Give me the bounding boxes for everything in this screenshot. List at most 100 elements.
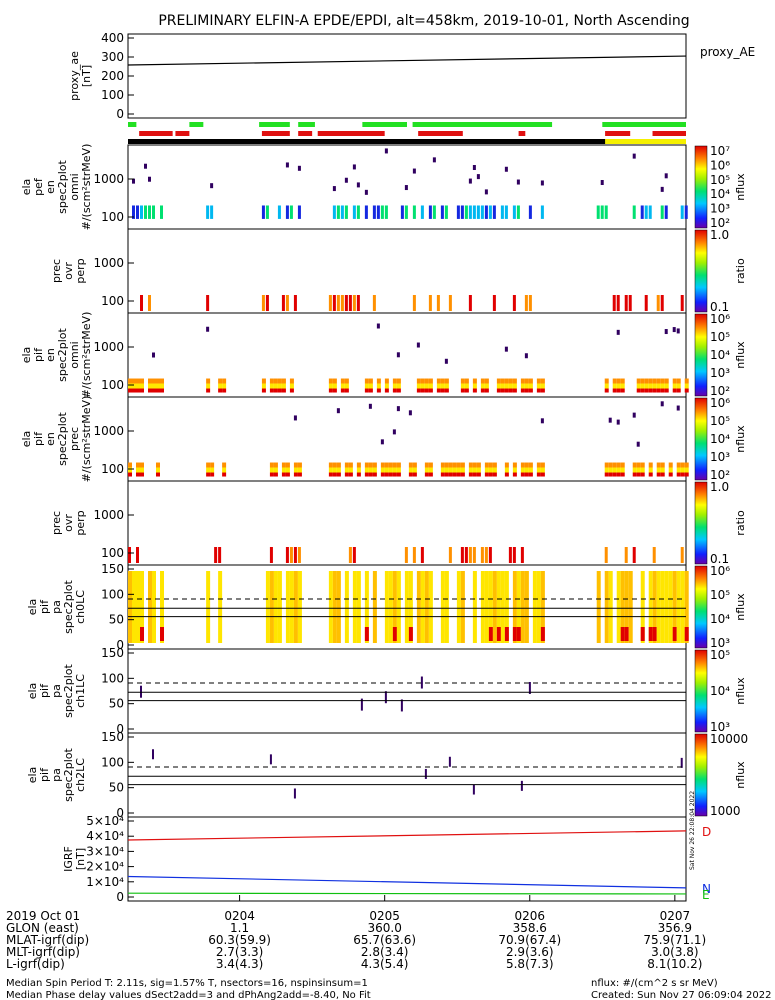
heatmap-cell [140,378,144,384]
colorbar-label: nflux [734,593,747,621]
heatmap-cell [636,383,641,389]
heatmap-cell [536,378,541,384]
heatmap-cell [632,547,636,563]
y-tick-label: 100 [101,210,124,224]
heatmap-cell [273,388,278,393]
heatmap-cell [660,378,665,384]
heatmap-cell [128,388,132,393]
heatmap-cell [500,205,504,219]
y-tick-label: 4×10⁴ [86,829,124,843]
heatmap-cell [273,383,278,389]
panel-proxy_ae: 400 300 200 100 0 proxy_ae [nT] proxy_AE [68,31,755,121]
x-row-value: 358.6 [513,921,547,935]
colorbar-label: nflux [734,677,747,705]
heatmap-cell [672,378,677,384]
heatmap-cell [269,547,273,563]
heatmap-cell [420,571,425,643]
heatmap-cell [668,571,673,643]
heatmap-cell [273,472,278,477]
heatmap-cell [636,462,641,468]
heatmap-cell [492,472,497,477]
heatmap-cell [516,205,520,219]
x-row-value: 0206 [514,909,545,923]
heatmap-cell [520,462,525,468]
heatmap-cell [516,179,520,185]
status-segment-red [418,131,463,136]
heatmap-cell [644,383,649,389]
heatmap-cell [408,571,413,643]
heatmap-cell [484,571,489,643]
x-row-value: 65.7(63.6) [353,933,416,947]
heatmap-cell [648,571,653,643]
heatmap-cell [460,388,465,393]
heatmap-cell [416,342,420,348]
colorbar-tick-label: 10³ [710,366,730,380]
heatmap-cell [428,467,433,473]
heatmap-cell [520,571,525,643]
igrf-series-label: N [702,882,711,896]
axis-label-line: pa [50,600,63,614]
status-segment-green [128,122,137,127]
heatmap-cell [540,205,544,219]
y-tick-label: 100 [101,671,124,685]
heatmap-cell [144,163,147,169]
y-tick-label: 50 [109,781,124,795]
heatmap-cell [412,295,416,311]
heatmap-cell [156,378,160,384]
heatmap-cell [440,571,445,643]
heatmap-cell [368,467,373,473]
heatmap-cell [644,378,649,384]
heatmap-cell [392,429,396,435]
heatmap-cell [608,467,613,473]
heatmap-cell [504,627,509,641]
status-segment-green [298,122,315,127]
heatmap-cell [388,467,393,473]
heatmap-cell [652,571,657,643]
heatmap-cell [604,205,608,219]
heatmap-cell [128,383,132,389]
heatmap-cell [206,383,211,389]
heatmap-cell [484,205,488,219]
axis-label-line: ovr [62,262,75,280]
heatmap-cell [336,205,340,219]
heatmap-cell [408,467,413,473]
x-row-value: 70.9(67.4) [498,933,561,947]
heatmap-cell [632,472,637,477]
heatmap-cell [368,378,373,384]
heatmap-cell [293,295,297,311]
y-tick-label: 100 [101,546,124,560]
heatmap-cell [128,472,132,477]
heatmap-cell [632,412,636,418]
heatmap-cell [332,467,337,473]
heatmap-cell [156,462,160,468]
heatmap-cell [140,571,144,643]
heatmap-cell [148,205,151,219]
heatmap-cell [604,388,609,393]
igrf-series-label: E [702,888,710,902]
heatmap-cell [289,547,293,563]
panel-status_bars [128,122,686,144]
heatmap-cell [269,754,272,765]
heatmap-cell [277,383,282,389]
heatmap-cell [664,329,668,335]
heatmap-cell [536,388,541,393]
heatmap-cell [328,388,333,393]
heatmap-cell [608,462,613,468]
heatmap-cell [504,571,509,643]
heatmap-cell [440,383,445,389]
heatmap-cell [416,378,421,384]
heatmap-cell [640,462,645,468]
heatmap-cell [660,295,664,311]
axis-label-line: prec [68,427,81,451]
axis-label-line: en [44,432,57,446]
heatmap-cell [488,571,493,643]
heatmap-cell [528,383,533,389]
axis-label-line: IGRF [62,846,75,872]
axis-label-line: #/(scm²strMeV) [80,396,93,483]
heatmap-cell [640,388,645,393]
heatmap-cell [492,205,496,219]
heatmap-cell [504,346,508,352]
heatmap-cell [596,571,601,643]
heatmap-cell [392,467,397,473]
